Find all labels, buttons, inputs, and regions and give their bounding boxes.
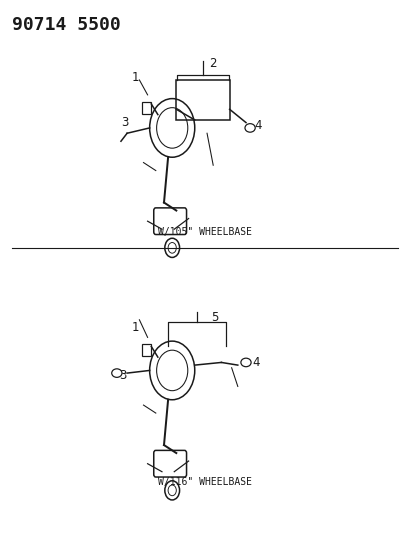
Bar <box>176 80 229 120</box>
Bar <box>142 344 151 356</box>
Text: W/105" WHEELBASE: W/105" WHEELBASE <box>157 227 252 237</box>
Text: 90714 5500: 90714 5500 <box>12 16 121 34</box>
Text: 4: 4 <box>254 119 261 132</box>
Text: 3: 3 <box>121 116 128 129</box>
Text: 4: 4 <box>252 356 259 369</box>
Text: 1: 1 <box>131 321 139 334</box>
Text: W/116" WHEELBASE: W/116" WHEELBASE <box>157 478 252 487</box>
Text: 2: 2 <box>209 58 216 70</box>
Text: 1: 1 <box>131 71 139 84</box>
Bar <box>142 102 151 114</box>
Text: 5: 5 <box>211 311 218 324</box>
Text: 3: 3 <box>119 369 126 382</box>
